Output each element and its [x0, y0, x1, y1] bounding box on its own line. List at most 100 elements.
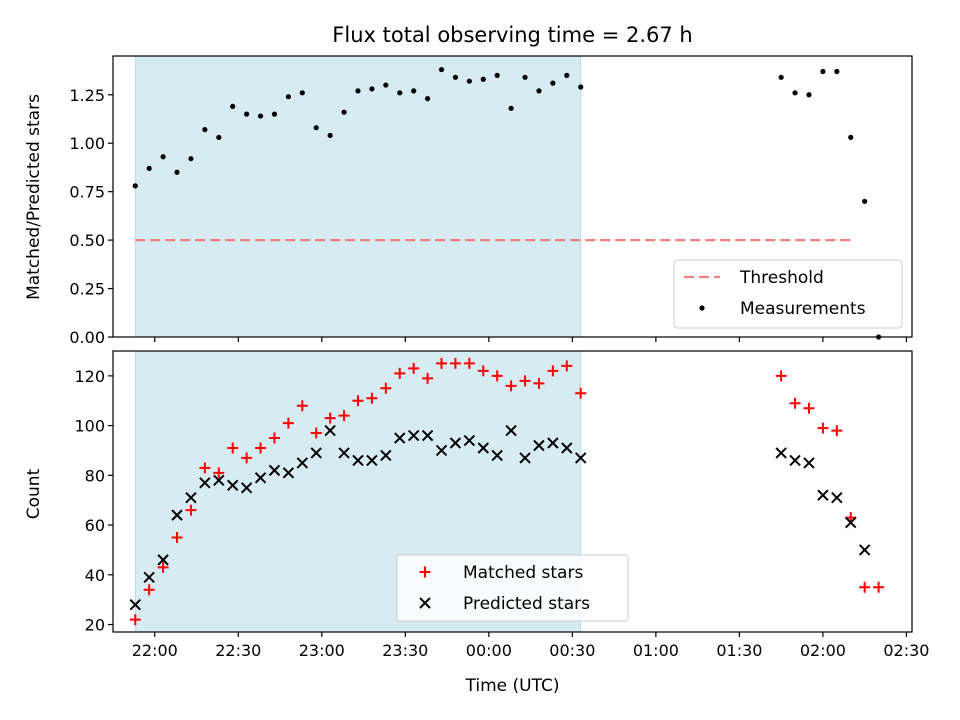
- matched-star-point: [296, 400, 308, 412]
- figure-title: Flux total observing time = 2.67 h: [332, 23, 692, 47]
- predicted-star-point: [268, 464, 281, 477]
- predicted-star-point: [394, 432, 406, 444]
- matched-star-point: [199, 462, 211, 474]
- measurement-point: [383, 82, 389, 88]
- predicted-star-point: [831, 492, 843, 504]
- measurement-point: [397, 90, 403, 96]
- predicted-star-point: [380, 449, 392, 462]
- matched-star-point: [859, 581, 871, 593]
- predicted-star-point: [213, 474, 225, 487]
- predicted-star-point: [282, 467, 295, 479]
- legend-measurement-swatch: [699, 305, 705, 311]
- measurement-point: [355, 88, 361, 94]
- predicted-star-point: [803, 457, 815, 469]
- predicted-star-point: [407, 429, 420, 442]
- measurement-point: [216, 134, 222, 140]
- measurement-point: [466, 78, 472, 84]
- y-tick-label: 20: [85, 616, 105, 635]
- y-tick-label: 40: [85, 566, 105, 585]
- predicted-star-point: [491, 449, 503, 462]
- bottom-y-axis-label: Count: [24, 468, 44, 519]
- matched-star-point: [449, 357, 461, 369]
- predicted-star-point: [240, 482, 253, 494]
- predicted-star-point: [227, 479, 239, 491]
- predicted-star-point: [421, 429, 434, 442]
- predicted-star-point: [561, 442, 573, 454]
- measurement-point: [341, 109, 347, 115]
- measurement-point: [508, 105, 514, 111]
- y-tick-label: 120: [74, 367, 105, 386]
- matched-star-point: [255, 442, 267, 454]
- predicted-star-point: [310, 447, 322, 459]
- predicted-star-point: [789, 454, 801, 467]
- measurement-point: [848, 134, 854, 140]
- legend-predicted-swatch: [419, 597, 431, 609]
- x-tick-label: 00:30: [549, 641, 595, 660]
- predicted-star-point: [143, 571, 155, 583]
- legend-label: Matched stars: [463, 563, 583, 583]
- measurement-point: [285, 94, 291, 100]
- x-tick-label: 23:30: [382, 641, 428, 660]
- measurement-point: [564, 72, 570, 78]
- matched-star-point: [817, 422, 829, 434]
- predicted-star-point: [547, 437, 559, 449]
- measurement-point: [438, 66, 445, 73]
- measurement-point: [369, 86, 375, 92]
- predicted-star-point: [185, 492, 197, 504]
- predicted-star-point: [338, 447, 350, 459]
- measurement-point: [244, 111, 250, 117]
- matched-star-point: [505, 380, 517, 392]
- matched-star-point: [533, 377, 545, 389]
- x-tick-label: 02:30: [883, 641, 929, 660]
- y-tick-label: 60: [85, 516, 105, 535]
- measurement-point: [160, 154, 166, 160]
- measurement-point: [188, 156, 194, 162]
- measurement-point: [862, 198, 868, 204]
- matched-star-point: [185, 504, 197, 516]
- top-y-axis-label: Matched/Predicted stars: [24, 94, 44, 300]
- predicted-star-point: [199, 477, 211, 489]
- measurement-point: [132, 183, 138, 189]
- matched-star-point: [463, 357, 475, 369]
- predicted-star-point: [254, 472, 267, 484]
- bottom-panel-counts: 22:00 22:30 23:00 23:30 00:00 00:30 01:00 01:30…: [74, 350, 929, 660]
- matched-star-point: [213, 467, 225, 479]
- predicted-star-point: [574, 452, 587, 464]
- y-tick-label: 0.50: [69, 231, 105, 250]
- predicted-star-point: [324, 424, 336, 437]
- matched-star-point: [324, 412, 336, 424]
- y-tick-label: 1.00: [69, 134, 105, 153]
- observing-window-span: [134, 55, 582, 338]
- matched-star-point: [789, 397, 801, 409]
- x-tick-label: 22:00: [132, 641, 178, 660]
- x-tick-label: 22:30: [215, 641, 261, 660]
- matched-star-point: [310, 427, 322, 439]
- measurement-point: [452, 74, 459, 80]
- matched-star-point: [491, 370, 503, 382]
- matched-star-point: [408, 362, 420, 374]
- measurement-point: [536, 88, 542, 94]
- axes-frame: [112, 350, 913, 633]
- y-tick-label: 80: [85, 466, 105, 485]
- matched-star-point: [394, 367, 406, 379]
- y-tick-label: 100: [74, 417, 105, 436]
- matched-star-point: [519, 375, 531, 387]
- measurement-point: [806, 92, 812, 98]
- measurement-point: [792, 90, 798, 96]
- legend-label: Threshold: [739, 268, 824, 288]
- measurement-point: [778, 74, 784, 80]
- x-tick-label: 01:00: [633, 641, 679, 660]
- predicted-star-point: [463, 434, 476, 447]
- measurement-point: [820, 68, 826, 75]
- x-tick-label: 23:00: [299, 641, 345, 660]
- matched-star-point: [422, 372, 434, 384]
- measurement-point: [480, 76, 486, 82]
- top-panel-ratio: 0.00 0.25 0.50 0.75 1.00 1.25 Threshold Measure…: [69, 55, 913, 347]
- measurement-point: [494, 72, 500, 78]
- matched-star-point: [873, 581, 885, 593]
- predicted-star-point: [435, 444, 448, 457]
- matched-star-point: [575, 387, 587, 399]
- y-tick-label: 0.25: [69, 280, 105, 299]
- y-tick-label: 0.00: [69, 328, 105, 347]
- legend-matched-swatch: [419, 566, 431, 578]
